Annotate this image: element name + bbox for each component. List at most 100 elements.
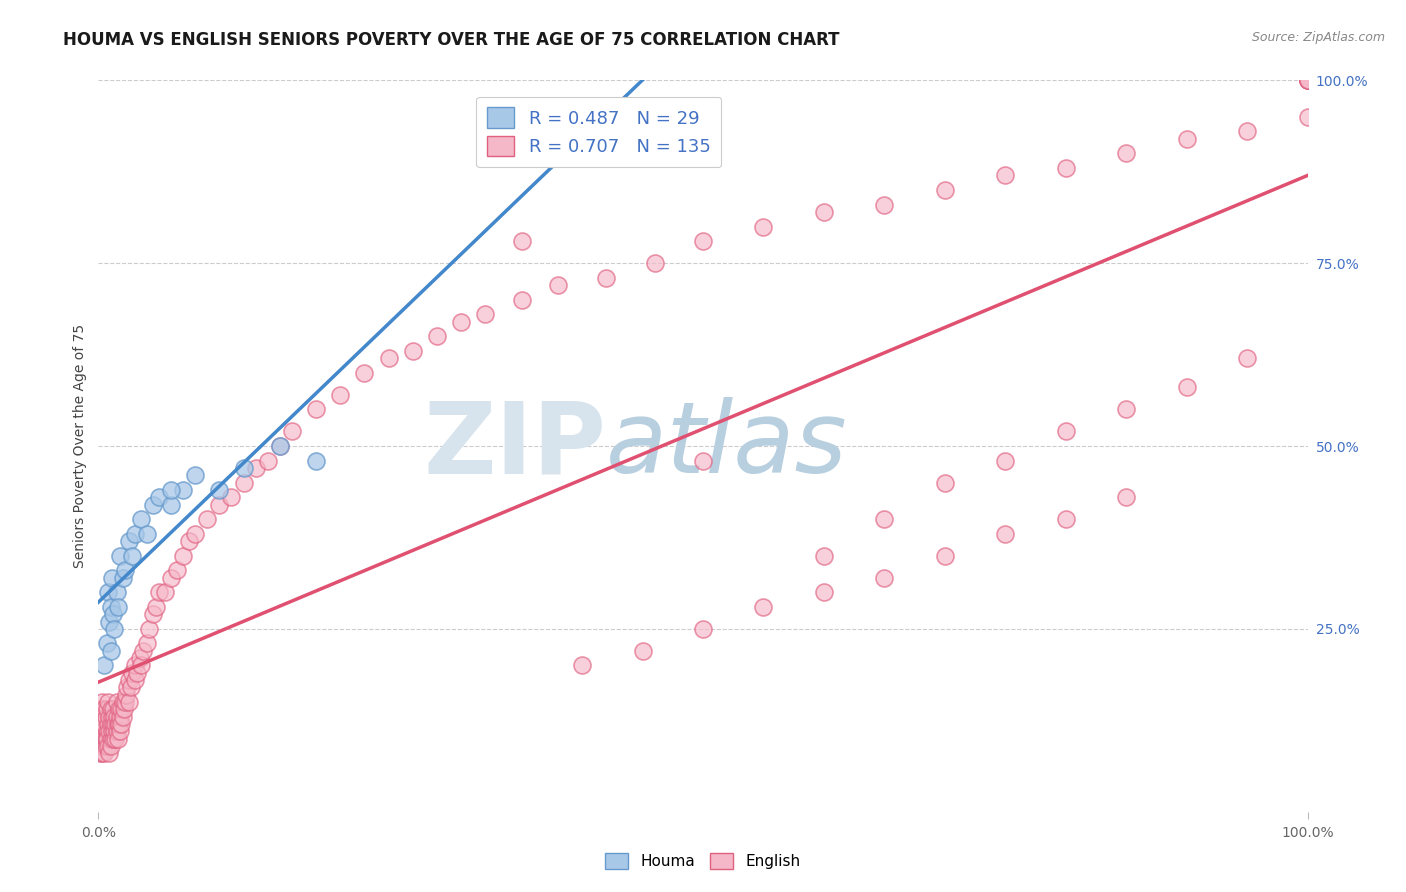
- Point: [118, 534, 141, 549]
- Point: [1115, 146, 1137, 161]
- Point: [160, 483, 183, 497]
- Point: [91, 695, 114, 709]
- Point: [111, 695, 134, 709]
- Point: [994, 453, 1017, 467]
- Text: Source: ZipAtlas.com: Source: ZipAtlas.com: [1251, 31, 1385, 45]
- Point: [103, 622, 125, 636]
- Point: [329, 388, 352, 402]
- Point: [195, 512, 218, 526]
- Point: [692, 234, 714, 248]
- Point: [105, 724, 128, 739]
- Point: [100, 731, 122, 746]
- Point: [94, 709, 117, 723]
- Point: [100, 724, 122, 739]
- Point: [1115, 402, 1137, 417]
- Y-axis label: Seniors Poverty Over the Age of 75: Seniors Poverty Over the Age of 75: [73, 324, 87, 568]
- Point: [91, 731, 114, 746]
- Point: [377, 351, 399, 366]
- Point: [107, 599, 129, 614]
- Point: [571, 658, 593, 673]
- Point: [91, 709, 114, 723]
- Point: [1296, 73, 1319, 87]
- Point: [91, 709, 114, 723]
- Point: [90, 717, 112, 731]
- Point: [135, 526, 157, 541]
- Point: [208, 483, 231, 497]
- Point: [1175, 380, 1198, 394]
- Point: [100, 709, 122, 723]
- Point: [142, 498, 165, 512]
- Point: [91, 746, 114, 760]
- Point: [128, 651, 150, 665]
- Point: [96, 702, 118, 716]
- Point: [98, 615, 121, 629]
- Point: [1115, 490, 1137, 504]
- Point: [631, 644, 654, 658]
- Point: [752, 599, 775, 614]
- Point: [1054, 161, 1077, 175]
- Point: [160, 571, 183, 585]
- Point: [124, 673, 146, 687]
- Point: [96, 731, 118, 746]
- Point: [120, 681, 142, 695]
- Point: [100, 599, 122, 614]
- Point: [111, 571, 134, 585]
- Point: [353, 366, 375, 380]
- Point: [100, 702, 122, 716]
- Point: [1296, 73, 1319, 87]
- Point: [93, 702, 115, 716]
- Point: [105, 695, 128, 709]
- Point: [994, 169, 1017, 183]
- Point: [100, 644, 122, 658]
- Point: [111, 709, 134, 723]
- Point: [934, 475, 956, 490]
- Point: [547, 278, 569, 293]
- Point: [98, 746, 121, 760]
- Point: [232, 475, 254, 490]
- Point: [97, 717, 120, 731]
- Point: [644, 256, 666, 270]
- Point: [90, 702, 112, 716]
- Point: [91, 724, 114, 739]
- Legend: Houma, English: Houma, English: [599, 847, 807, 875]
- Point: [115, 688, 138, 702]
- Point: [112, 702, 135, 716]
- Point: [101, 731, 124, 746]
- Point: [1296, 73, 1319, 87]
- Point: [305, 402, 328, 417]
- Point: [97, 695, 120, 709]
- Point: [172, 549, 194, 563]
- Point: [873, 512, 896, 526]
- Point: [1236, 351, 1258, 366]
- Point: [1236, 124, 1258, 138]
- Point: [1054, 425, 1077, 439]
- Point: [934, 549, 956, 563]
- Point: [108, 702, 131, 716]
- Point: [256, 453, 278, 467]
- Point: [108, 549, 131, 563]
- Point: [813, 205, 835, 219]
- Point: [89, 731, 111, 746]
- Point: [93, 746, 115, 760]
- Point: [108, 717, 131, 731]
- Point: [873, 197, 896, 211]
- Point: [813, 585, 835, 599]
- Point: [142, 607, 165, 622]
- Point: [107, 717, 129, 731]
- Point: [124, 526, 146, 541]
- Point: [104, 717, 127, 731]
- Legend: R = 0.487   N = 29, R = 0.707   N = 135: R = 0.487 N = 29, R = 0.707 N = 135: [477, 96, 721, 167]
- Point: [97, 585, 120, 599]
- Point: [474, 307, 496, 321]
- Point: [93, 658, 115, 673]
- Point: [172, 483, 194, 497]
- Point: [692, 453, 714, 467]
- Point: [402, 343, 425, 358]
- Point: [98, 709, 121, 723]
- Point: [108, 724, 131, 739]
- Point: [110, 702, 132, 716]
- Point: [692, 622, 714, 636]
- Point: [101, 717, 124, 731]
- Point: [90, 739, 112, 753]
- Point: [96, 636, 118, 650]
